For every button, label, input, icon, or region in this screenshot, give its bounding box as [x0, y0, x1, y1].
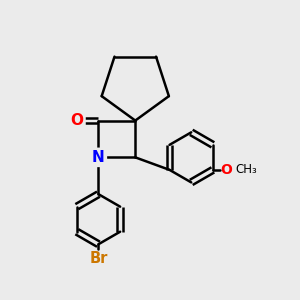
- Text: O: O: [220, 163, 232, 177]
- Text: O: O: [70, 113, 83, 128]
- Text: Br: Br: [89, 251, 108, 266]
- Text: CH₃: CH₃: [236, 164, 257, 176]
- Text: N: N: [92, 150, 105, 165]
